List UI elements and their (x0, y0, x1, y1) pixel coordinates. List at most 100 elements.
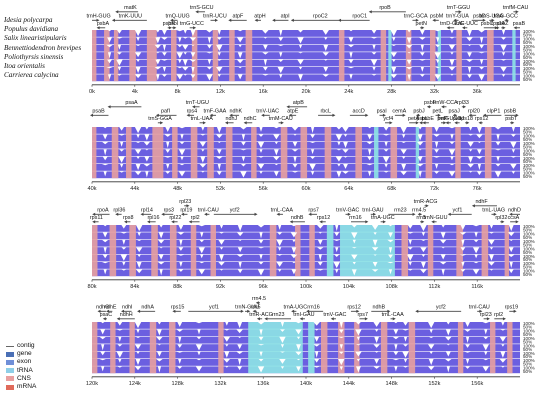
conservation-dip-3-21-4 (500, 351, 506, 358)
identity-row-3-1 (92, 329, 520, 337)
conservation-dip-2-19-3 (460, 247, 466, 251)
axis-tick-label: 100k (300, 284, 312, 290)
gene-arrowhead-left-icon (445, 121, 449, 125)
conservation-dip-1-18-1 (417, 134, 423, 141)
conservation-dip-0-13-4 (297, 59, 304, 65)
conservation-dip-0-3-5 (154, 67, 162, 70)
conservation-dip-2-6-5 (218, 262, 225, 266)
conservation-dip-1-3-5 (143, 164, 151, 167)
conservation-dip-3-17-0 (427, 322, 435, 329)
conservation-dip-3-10-4 (295, 351, 302, 356)
axis-tick-label: 12k (216, 89, 225, 95)
gene-arrowhead-left-icon (291, 309, 295, 313)
conservation-dip-1-20-0 (448, 127, 456, 129)
gene-arrowhead-left-icon (447, 212, 451, 216)
gene-label: ndhC (244, 116, 257, 122)
gene-label: rps15 (171, 305, 185, 311)
conservation-dip-2-8-4 (259, 254, 263, 260)
gene-arrowhead-right-icon (463, 105, 467, 109)
conservation-dip-0-1-1 (116, 37, 123, 39)
identity-row-3-6 (92, 366, 520, 374)
region-cns-0-6 (191, 30, 198, 82)
conservation-dip-3-4-1 (176, 329, 183, 332)
conservation-dip-1-7-3 (216, 149, 222, 155)
conservation-dip-0-4-6 (162, 74, 167, 77)
gene-arrowhead-left-icon (338, 18, 342, 22)
conservation-dip-2-5-4 (200, 254, 204, 259)
conservation-dip-3-15-4 (393, 351, 399, 356)
axis-tick-label: 132k (214, 381, 226, 387)
region-cns-2-9 (309, 225, 315, 277)
identity-row-2-4 (92, 254, 520, 262)
axis-tick-label: 72k (430, 186, 439, 192)
conservation-dip-0-22-4 (466, 59, 473, 63)
identity-row-2-1 (92, 232, 520, 240)
conservation-dip-1-3-3 (145, 149, 149, 151)
region-cns-0-2 (113, 30, 119, 82)
conservation-dip-3-10-0 (296, 322, 301, 324)
conservation-dip-1-22-6 (476, 171, 482, 176)
conservation-dip-2-19-2 (461, 239, 465, 246)
conservation-dip-2-0-5 (101, 262, 109, 264)
gene-arrowhead-left-icon (256, 317, 260, 321)
conservation-dip-2-7-4 (236, 254, 244, 258)
gene-arrowhead-left-icon (229, 113, 233, 117)
conservation-dip-2-7-5 (238, 262, 242, 269)
gene-arrowhead-left-icon (204, 212, 208, 216)
region-cns-2-16 (504, 225, 510, 277)
conservation-dip-1-19-6 (434, 171, 439, 174)
gene-label: rpoB (379, 5, 391, 11)
conservation-dip-0-5-2 (177, 44, 183, 48)
axis-tick-label: 56k (259, 186, 268, 192)
gene-arrowhead-left-icon (261, 113, 265, 117)
conservation-dip-1-6-5 (199, 164, 207, 168)
gene-label: rpl33 (457, 100, 469, 106)
region-cns-3-12 (408, 322, 416, 374)
conservation-dip-0-23-3 (478, 52, 485, 54)
conservation-dip-2-17-5 (421, 262, 426, 269)
conservation-dip-2-14-3 (371, 247, 379, 251)
conservation-dip-3-3-3 (157, 344, 162, 346)
region-cns-0-11 (380, 30, 387, 82)
conservation-dip-3-9-5 (279, 359, 286, 364)
gene-label: trnY-GUA (446, 14, 469, 20)
conservation-dip-2-6-3 (219, 247, 224, 250)
gene-arrowhead-left-icon (107, 105, 111, 109)
conservation-dip-0-11-1 (263, 37, 267, 39)
conservation-dip-1-2-1 (136, 134, 140, 139)
axis-tick-label: 136k (257, 381, 269, 387)
gene-arrowhead-right-icon (437, 113, 441, 117)
conservation-dip-1-18-0 (418, 127, 422, 130)
conservation-dip-3-20-5 (483, 359, 489, 361)
conservation-dip-1-24-0 (511, 127, 516, 132)
conservation-dip-2-20-3 (472, 247, 480, 254)
percent-label-50: 50% (523, 167, 532, 172)
conservation-dip-1-24-2 (510, 141, 517, 148)
conservation-dip-1-11-4 (293, 156, 297, 163)
conservation-dip-0-19-2 (420, 44, 424, 51)
conservation-dip-0-20-6 (434, 74, 441, 80)
conservation-dip-1-10-0 (273, 127, 279, 129)
identity-row-3-4 (92, 351, 520, 359)
conservation-dip-3-8-2 (258, 336, 264, 341)
gene-label: trnI-GAU (293, 312, 314, 318)
conservation-dip-2-10-5 (292, 262, 296, 264)
conservation-dip-1-3-6 (145, 171, 149, 178)
gene-arrowhead-right-icon (382, 113, 386, 117)
conservation-dip-1-0-0 (103, 127, 107, 129)
gene-arrowhead-left-icon (195, 10, 199, 14)
conservation-dip-1-1-2 (120, 141, 124, 147)
conservation-dip-1-16-6 (383, 171, 389, 173)
region-cns-1-10 (300, 127, 308, 179)
conservation-dip-0-10-6 (237, 74, 243, 80)
gene-arrowhead-right-icon (515, 10, 519, 14)
gene-label: trnN-GUU (235, 305, 259, 311)
percent-label-100: 100% (523, 29, 535, 34)
identity-row-0-3 (92, 52, 520, 59)
conservation-dip-1-12-5 (309, 164, 316, 171)
gene-label: psbT (505, 116, 518, 122)
conservation-dip-3-4-2 (178, 336, 182, 343)
conservation-dip-1-22-1 (476, 134, 483, 139)
conservation-dip-3-18-5 (445, 359, 452, 362)
gene-arrowhead-right-icon (479, 309, 483, 313)
